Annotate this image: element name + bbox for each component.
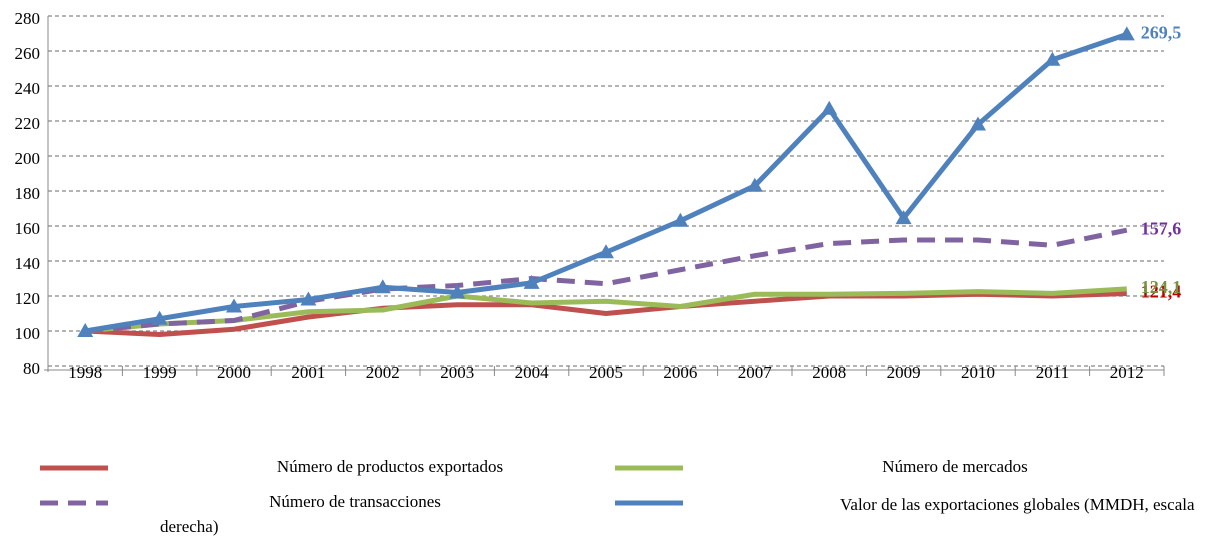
series-line (84, 227, 1128, 334)
x-tick-label: 2000 (217, 363, 251, 382)
marker (151, 310, 168, 325)
marker (449, 284, 466, 299)
legend-label: Número de productos exportados (277, 457, 503, 476)
marker (300, 291, 317, 306)
series-line (85, 291, 1127, 337)
value-label: 157,6 (1141, 218, 1182, 238)
value-label: 269,5 (1141, 23, 1182, 43)
series-line (84, 286, 1127, 334)
y-tick-label: 200 (15, 149, 41, 168)
marker (77, 323, 94, 337)
y-tick-label: 180 (15, 184, 41, 203)
x-tick-label: 2012 (1110, 363, 1144, 382)
x-tick-label: 1999 (143, 363, 177, 382)
marker (226, 298, 242, 313)
y-tick-label: 80 (23, 359, 40, 378)
series-line (84, 32, 1128, 334)
x-tick-label: 1998 (68, 363, 102, 382)
x-tick-label: 2008 (812, 363, 846, 382)
y-tick-label: 160 (15, 219, 41, 238)
y-tick-label: 280 (15, 9, 41, 28)
x-tick-label: 2003 (440, 363, 474, 382)
y-tick-label: 100 (15, 324, 41, 343)
y-tick-label: 240 (15, 79, 41, 98)
legend-label: Número de mercados (882, 457, 1027, 476)
marker (672, 212, 689, 227)
y-tick-label: 260 (15, 44, 41, 63)
x-tick-label: 2006 (663, 363, 697, 382)
marker (1118, 26, 1135, 41)
marker (598, 244, 614, 259)
marker (746, 177, 763, 192)
marker (523, 274, 540, 289)
x-tick-label: 2005 (589, 363, 623, 382)
x-tick-label: 2002 (366, 363, 400, 382)
value-label: 124,1 (1141, 277, 1182, 297)
legend-label: Valor de las exportaciones globales (MMD… (160, 495, 1195, 536)
y-tick-label: 140 (15, 254, 41, 273)
marker (821, 100, 838, 115)
x-tick-label: 2001 (291, 363, 325, 382)
legend-label: Número de transacciones (269, 492, 441, 511)
x-tick-label: 2010 (961, 363, 995, 382)
value-label: 121,4 (1141, 282, 1182, 302)
y-tick-label: 220 (15, 114, 41, 133)
y-tick-label: 120 (15, 289, 41, 308)
marker (970, 116, 986, 131)
x-tick-label: 2007 (738, 363, 773, 382)
marker (374, 279, 391, 294)
marker (1044, 51, 1061, 66)
x-tick-label: 2011 (1036, 363, 1069, 382)
x-tick-label: 2009 (887, 363, 921, 382)
x-tick-label: 2004 (515, 363, 550, 382)
marker (895, 210, 912, 225)
